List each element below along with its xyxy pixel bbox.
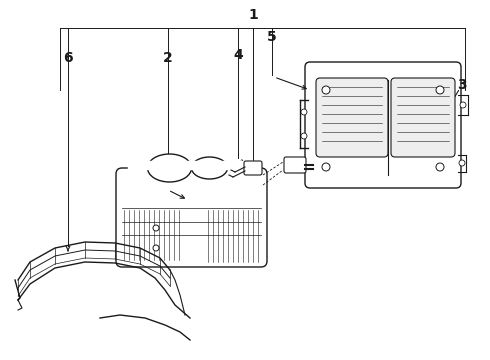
Circle shape	[436, 163, 444, 171]
Ellipse shape	[147, 154, 192, 182]
Text: 6: 6	[63, 51, 73, 65]
FancyBboxPatch shape	[316, 78, 388, 157]
Circle shape	[460, 102, 466, 108]
Text: 2: 2	[163, 51, 173, 65]
Circle shape	[301, 109, 307, 115]
Circle shape	[322, 163, 330, 171]
FancyBboxPatch shape	[391, 78, 455, 157]
Circle shape	[153, 245, 159, 251]
FancyBboxPatch shape	[305, 62, 461, 188]
Text: 5: 5	[267, 30, 277, 44]
Text: 3: 3	[457, 78, 467, 92]
FancyBboxPatch shape	[244, 161, 262, 175]
FancyBboxPatch shape	[116, 168, 267, 267]
Circle shape	[301, 133, 307, 139]
Text: 4: 4	[233, 48, 243, 62]
Circle shape	[436, 86, 444, 94]
Circle shape	[153, 225, 159, 231]
Ellipse shape	[192, 157, 227, 179]
Circle shape	[322, 86, 330, 94]
FancyBboxPatch shape	[284, 157, 306, 173]
Bar	[128, 161, 255, 169]
Text: 1: 1	[248, 8, 258, 22]
Circle shape	[459, 160, 465, 166]
